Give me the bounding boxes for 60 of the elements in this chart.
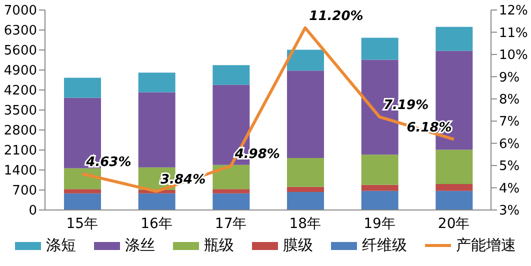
y-tick-label: 700 — [12, 184, 37, 199]
bar — [287, 50, 324, 71]
y-tick-label: 5600 — [4, 44, 37, 59]
y2-tick-label: 4% — [499, 181, 520, 196]
y2-tick-label: 5% — [499, 159, 520, 174]
y-tick-label: 2800 — [4, 124, 37, 139]
legend-label: 膜级 — [283, 236, 313, 255]
y-tick-label: 4200 — [4, 84, 37, 99]
bar — [138, 193, 176, 210]
bar — [138, 72, 176, 92]
legend-label: 涤短 — [46, 236, 76, 255]
y2-tick-label: 11% — [499, 26, 528, 41]
bar — [361, 154, 398, 185]
bar — [64, 193, 101, 210]
bar — [138, 92, 176, 168]
legend-label: 纤维级 — [362, 236, 407, 255]
y2-tick-label: 12% — [499, 4, 528, 19]
bar — [287, 186, 324, 192]
bar — [212, 189, 250, 194]
bar — [287, 158, 324, 187]
y2-tick-label: 8% — [499, 92, 520, 108]
bar — [436, 26, 473, 51]
bar — [212, 65, 250, 85]
x-tick-label: 20年 — [438, 216, 470, 232]
y-tick-label: 0 — [28, 204, 37, 219]
legend-label: 产能增速 — [456, 236, 516, 255]
x-tick-label: 18年 — [289, 216, 322, 232]
bar — [361, 190, 398, 210]
y-tick-label: 4900 — [4, 64, 37, 79]
bar — [212, 164, 250, 190]
line-series — [80, 26, 456, 193]
y2-tick-label: 7% — [499, 114, 520, 130]
bar — [287, 70, 324, 158]
y-tick-label: 3500 — [4, 104, 37, 119]
data-label: 6.18% — [406, 120, 452, 136]
bar — [436, 150, 473, 184]
bar — [64, 168, 101, 190]
bar — [361, 184, 398, 191]
bar — [64, 78, 101, 98]
legend-label: 涤丝 — [125, 236, 155, 255]
y-tick-label: 6300 — [4, 24, 37, 39]
x-tick-label: 17年 — [214, 216, 247, 232]
data-label: 11.20% — [309, 8, 364, 24]
bar — [287, 192, 324, 210]
x-tick-label: 16年 — [140, 216, 172, 232]
y2-tick-label: 6% — [499, 136, 520, 152]
y-tick-label: 2100 — [4, 144, 37, 159]
y-tick-label: 1400 — [4, 164, 37, 179]
y-tick-label: 7000 — [4, 4, 37, 19]
bar — [436, 184, 473, 191]
y2-tick-label: 9% — [499, 70, 520, 86]
bar — [212, 193, 250, 210]
x-tick-label: 15年 — [66, 216, 98, 232]
y2-tick-label: 3% — [499, 204, 520, 219]
bar — [64, 189, 101, 194]
y2-tick-label: 10% — [499, 48, 528, 64]
legend-label: 瓶级 — [204, 236, 234, 255]
x-tick-label: 19年 — [364, 216, 396, 232]
bar — [361, 38, 398, 60]
bar — [436, 190, 473, 210]
